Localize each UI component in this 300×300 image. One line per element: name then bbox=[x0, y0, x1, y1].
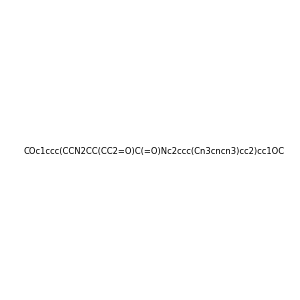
Text: COc1ccc(CCN2CC(CC2=O)C(=O)Nc2ccc(Cn3cncn3)cc2)cc1OC: COc1ccc(CCN2CC(CC2=O)C(=O)Nc2ccc(Cn3cncn… bbox=[23, 147, 284, 156]
